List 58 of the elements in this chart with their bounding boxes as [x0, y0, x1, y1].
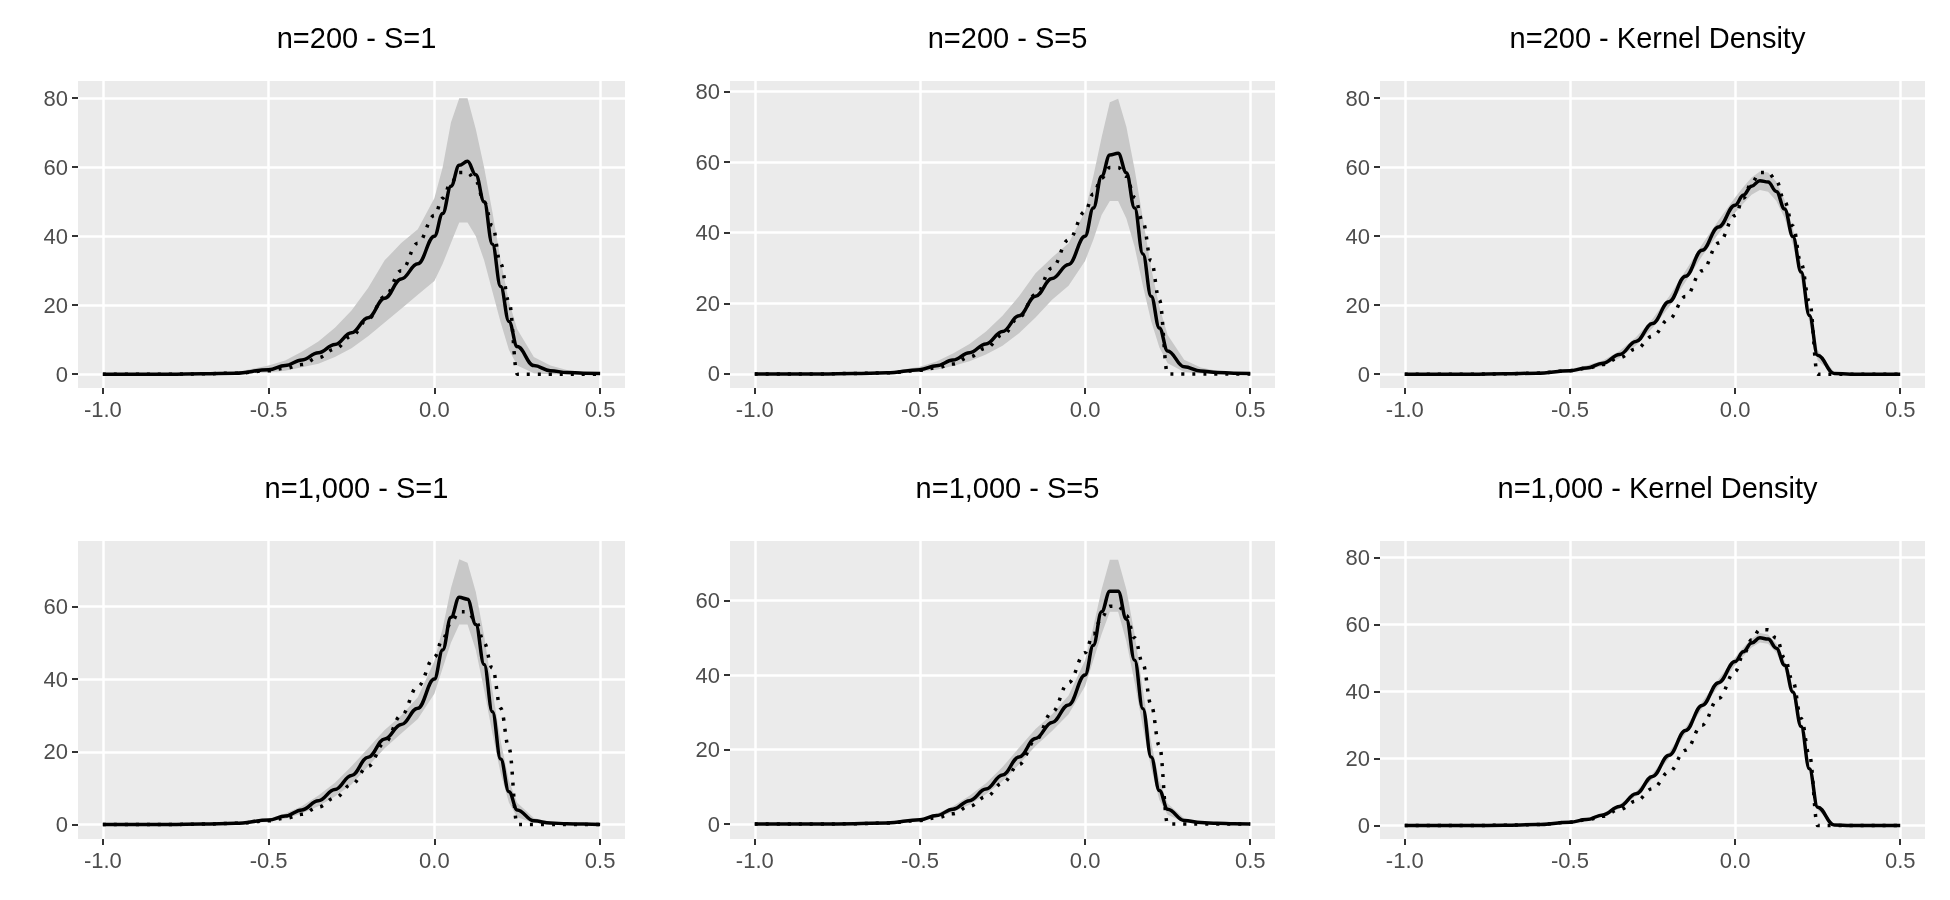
y-tick-label: 80	[695, 79, 720, 105]
x-tick-label: 0.0	[1719, 847, 1751, 873]
y-tick-label: 0	[1357, 813, 1370, 839]
chart-title: n=200 - S=5	[927, 21, 1088, 54]
x-tick-label: 0.5	[1884, 396, 1916, 422]
x-tick-label: -0.5	[900, 396, 939, 422]
y-tick-label: 40	[695, 220, 720, 246]
x-tick-label: 0.0	[1069, 847, 1101, 873]
x-tick-label: -1.0	[1385, 847, 1424, 873]
y-tick-label: 0	[55, 361, 68, 387]
y-tick-label: 20	[1345, 746, 1370, 772]
x-tick-label: -1.0	[1385, 396, 1424, 422]
x-tick-label: 0.5	[584, 396, 616, 422]
x-tick-label: 0.0	[1069, 396, 1101, 422]
x-tick-label: 0.5	[584, 847, 616, 873]
x-tick-label: -0.5	[249, 396, 288, 422]
y-tick-label: 80	[1345, 545, 1370, 571]
x-tick-label: 0.0	[1719, 396, 1751, 422]
x-tick-label: -1.0	[735, 847, 774, 873]
y-tick-label: 0	[55, 811, 68, 837]
y-tick-label: 0	[707, 811, 720, 837]
y-tick-label: 40	[1345, 679, 1370, 705]
chart-title: n=1,000 - S=1	[264, 471, 449, 504]
x-tick-label: -0.5	[249, 847, 288, 873]
y-tick-label: 80	[43, 85, 68, 111]
y-tick-label: 20	[695, 290, 720, 316]
x-tick-label: 0.5	[1234, 847, 1266, 873]
x-tick-label: 0.5	[1234, 396, 1266, 422]
y-tick-label: 40	[695, 662, 720, 688]
y-tick-label: 20	[43, 292, 68, 318]
x-tick-label: -0.5	[1550, 847, 1589, 873]
chart-title: n=200 - Kernel Density	[1509, 21, 1806, 54]
y-tick-label: 60	[695, 588, 720, 614]
chart-title: n=1,000 - Kernel Density	[1497, 471, 1818, 504]
y-tick-label: 40	[1345, 223, 1370, 249]
x-tick-label: 0.5	[1884, 847, 1916, 873]
x-tick-label: -1.0	[83, 847, 122, 873]
y-tick-label: 40	[43, 666, 68, 692]
y-tick-label: 20	[695, 737, 720, 763]
y-tick-label: 20	[1345, 292, 1370, 318]
y-tick-label: 0	[1357, 361, 1370, 387]
chart-title: n=1,000 - S=5	[915, 471, 1100, 504]
x-tick-label: -0.5	[900, 847, 939, 873]
y-tick-label: 60	[43, 154, 68, 180]
y-tick-label: 20	[43, 739, 68, 765]
x-tick-label: -0.5	[1550, 396, 1589, 422]
x-tick-label: 0.0	[419, 396, 450, 422]
x-tick-label: -1.0	[735, 396, 774, 422]
y-tick-label: 60	[695, 149, 720, 175]
y-tick-label: 60	[43, 593, 68, 619]
y-tick-label: 0	[707, 361, 720, 387]
x-tick-label: -1.0	[83, 396, 122, 422]
x-tick-label: 0.0	[419, 847, 450, 873]
y-tick-label: 80	[1345, 85, 1370, 111]
y-tick-label: 60	[1345, 154, 1370, 180]
chart-title: n=200 - S=1	[276, 21, 437, 54]
y-tick-label: 60	[1345, 612, 1370, 638]
y-tick-label: 40	[43, 223, 68, 249]
